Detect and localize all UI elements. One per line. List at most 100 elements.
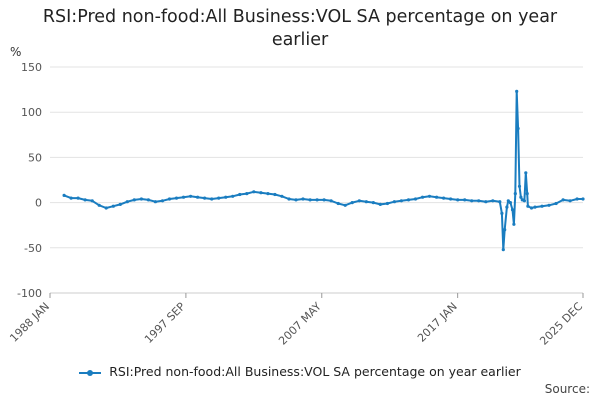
data-point[interactable] — [442, 196, 446, 200]
data-point[interactable] — [392, 200, 396, 204]
data-point[interactable] — [153, 200, 157, 204]
y-tick-label: 0 — [35, 197, 42, 210]
data-point[interactable] — [508, 201, 512, 205]
data-point[interactable] — [322, 198, 326, 202]
data-point[interactable] — [533, 205, 537, 209]
data-point[interactable] — [413, 197, 418, 201]
data-point[interactable] — [62, 193, 66, 197]
data-point[interactable] — [581, 197, 585, 201]
data-point[interactable] — [308, 198, 312, 202]
data-point[interactable] — [420, 195, 425, 199]
data-point[interactable] — [547, 203, 551, 207]
data-point[interactable] — [104, 206, 108, 210]
data-point[interactable] — [524, 171, 528, 175]
data-point[interactable] — [516, 126, 520, 131]
data-point[interactable] — [470, 199, 474, 203]
data-point[interactable] — [517, 184, 522, 188]
data-point[interactable] — [174, 196, 179, 200]
x-tick-label: 2007 MAY — [276, 300, 324, 348]
data-point[interactable] — [371, 201, 375, 205]
data-point[interactable] — [378, 202, 382, 206]
data-point[interactable] — [132, 198, 136, 202]
data-point[interactable] — [301, 197, 305, 201]
data-point[interactable] — [505, 205, 509, 209]
data-point[interactable] — [224, 195, 228, 199]
data-point[interactable] — [196, 195, 200, 199]
data-point[interactable] — [69, 196, 73, 200]
data-point[interactable] — [231, 194, 235, 198]
data-point[interactable] — [111, 204, 115, 208]
data-point[interactable] — [568, 199, 572, 203]
data-point[interactable] — [506, 199, 510, 203]
data-point[interactable] — [90, 199, 94, 203]
data-point[interactable] — [529, 206, 534, 210]
data-point[interactable] — [343, 203, 347, 207]
data-point[interactable] — [364, 200, 368, 204]
data-point[interactable] — [477, 199, 481, 203]
data-point[interactable] — [160, 199, 165, 203]
chart-legend[interactable]: RSI:Pred non-food:All Business:VOL SA pe… — [0, 364, 600, 379]
data-point[interactable] — [519, 195, 523, 199]
data-point[interactable] — [259, 191, 263, 195]
data-point[interactable] — [273, 192, 277, 197]
series-line[interactable] — [63, 90, 583, 251]
data-point[interactable] — [512, 222, 516, 226]
data-point[interactable] — [203, 196, 207, 200]
data-point[interactable] — [287, 197, 291, 201]
data-point[interactable] — [456, 198, 460, 202]
data-point[interactable] — [125, 200, 129, 204]
data-point[interactable] — [357, 199, 361, 203]
data-point[interactable] — [515, 89, 519, 93]
y-tick-label: -100 — [17, 287, 42, 300]
data-point[interactable] — [406, 198, 411, 202]
data-point[interactable] — [484, 200, 488, 204]
data-point[interactable] — [280, 194, 284, 198]
data-point[interactable] — [97, 203, 101, 207]
data-point[interactable] — [498, 200, 502, 204]
data-point[interactable] — [500, 211, 504, 215]
data-point[interactable] — [76, 196, 80, 200]
data-point[interactable] — [146, 198, 150, 202]
data-point[interactable] — [210, 197, 214, 201]
x-tick-label: 1988 JAN — [7, 300, 52, 345]
y-tick-label: 150 — [21, 61, 42, 74]
data-point[interactable] — [315, 198, 319, 202]
data-point[interactable] — [435, 195, 439, 199]
y-axis-unit-label: % — [10, 45, 22, 59]
data-point[interactable] — [501, 248, 505, 252]
data-point[interactable] — [522, 199, 527, 203]
data-point[interactable] — [167, 197, 172, 201]
data-point[interactable] — [118, 202, 122, 206]
data-point[interactable] — [491, 199, 495, 203]
data-point[interactable] — [350, 201, 354, 205]
data-point[interactable] — [385, 201, 389, 206]
data-point[interactable] — [526, 204, 530, 208]
data-point[interactable] — [217, 196, 221, 200]
data-point[interactable] — [329, 199, 333, 203]
data-point[interactable] — [336, 201, 340, 206]
data-point[interactable] — [540, 204, 544, 208]
data-point[interactable] — [510, 208, 515, 212]
data-point[interactable] — [181, 195, 186, 199]
y-tick-label: -50 — [24, 242, 42, 255]
data-point[interactable] — [575, 197, 579, 201]
data-point[interactable] — [427, 194, 432, 198]
data-point[interactable] — [399, 199, 403, 203]
data-point[interactable] — [561, 198, 565, 202]
data-point[interactable] — [449, 197, 453, 201]
data-point[interactable] — [513, 192, 517, 196]
data-point[interactable] — [266, 192, 270, 196]
data-point[interactable] — [525, 192, 529, 196]
source-label[interactable]: Source: — [544, 382, 590, 396]
data-point[interactable] — [554, 201, 558, 206]
data-point[interactable] — [238, 192, 242, 197]
data-point[interactable] — [245, 192, 249, 196]
data-point[interactable] — [139, 197, 143, 201]
data-point[interactable] — [83, 198, 87, 202]
data-point[interactable] — [503, 228, 507, 232]
data-point[interactable] — [252, 190, 256, 194]
data-point[interactable] — [189, 194, 193, 198]
data-point[interactable] — [463, 198, 467, 202]
data-point[interactable] — [294, 198, 298, 202]
